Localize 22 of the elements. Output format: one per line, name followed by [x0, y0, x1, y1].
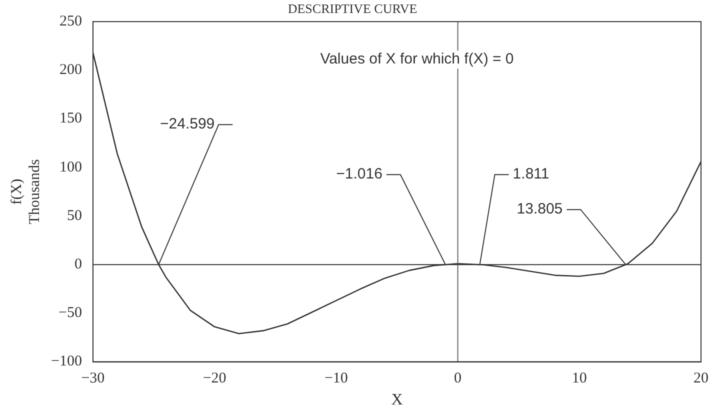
annotation: −1.016 — [336, 166, 382, 183]
annotation: 13.805 — [516, 200, 563, 218]
y-tick-label: 100 — [59, 159, 82, 176]
y-tick-label: 50 — [66, 208, 82, 224]
y-tick-label: 200 — [59, 62, 82, 78]
y-axis-title: f(X) Thousands — [8, 159, 43, 224]
x-tick-label: 10 — [572, 370, 587, 387]
chart-title: DESCRIPTIVE CURVE — [288, 1, 418, 16]
annotation: Values of X for which f(X) = 0 — [320, 50, 514, 68]
y-tick-label: −100 — [50, 354, 82, 370]
x-tick-label: 0 — [454, 370, 462, 387]
x-axis-title: X — [391, 392, 404, 409]
x-tick-label: −30 — [81, 370, 105, 387]
x-tick-label: −10 — [324, 370, 348, 387]
y-tick-label: 0 — [74, 256, 82, 273]
y-tick-label: 150 — [59, 110, 82, 127]
annotation: 1.811 — [512, 166, 550, 183]
y-tick-label: −50 — [58, 305, 82, 322]
annotation: −24.599 — [160, 116, 215, 133]
x-tick-label: −20 — [202, 370, 226, 387]
y-tick-label: 250 — [59, 14, 82, 30]
x-tick-label: 20 — [694, 370, 708, 387]
